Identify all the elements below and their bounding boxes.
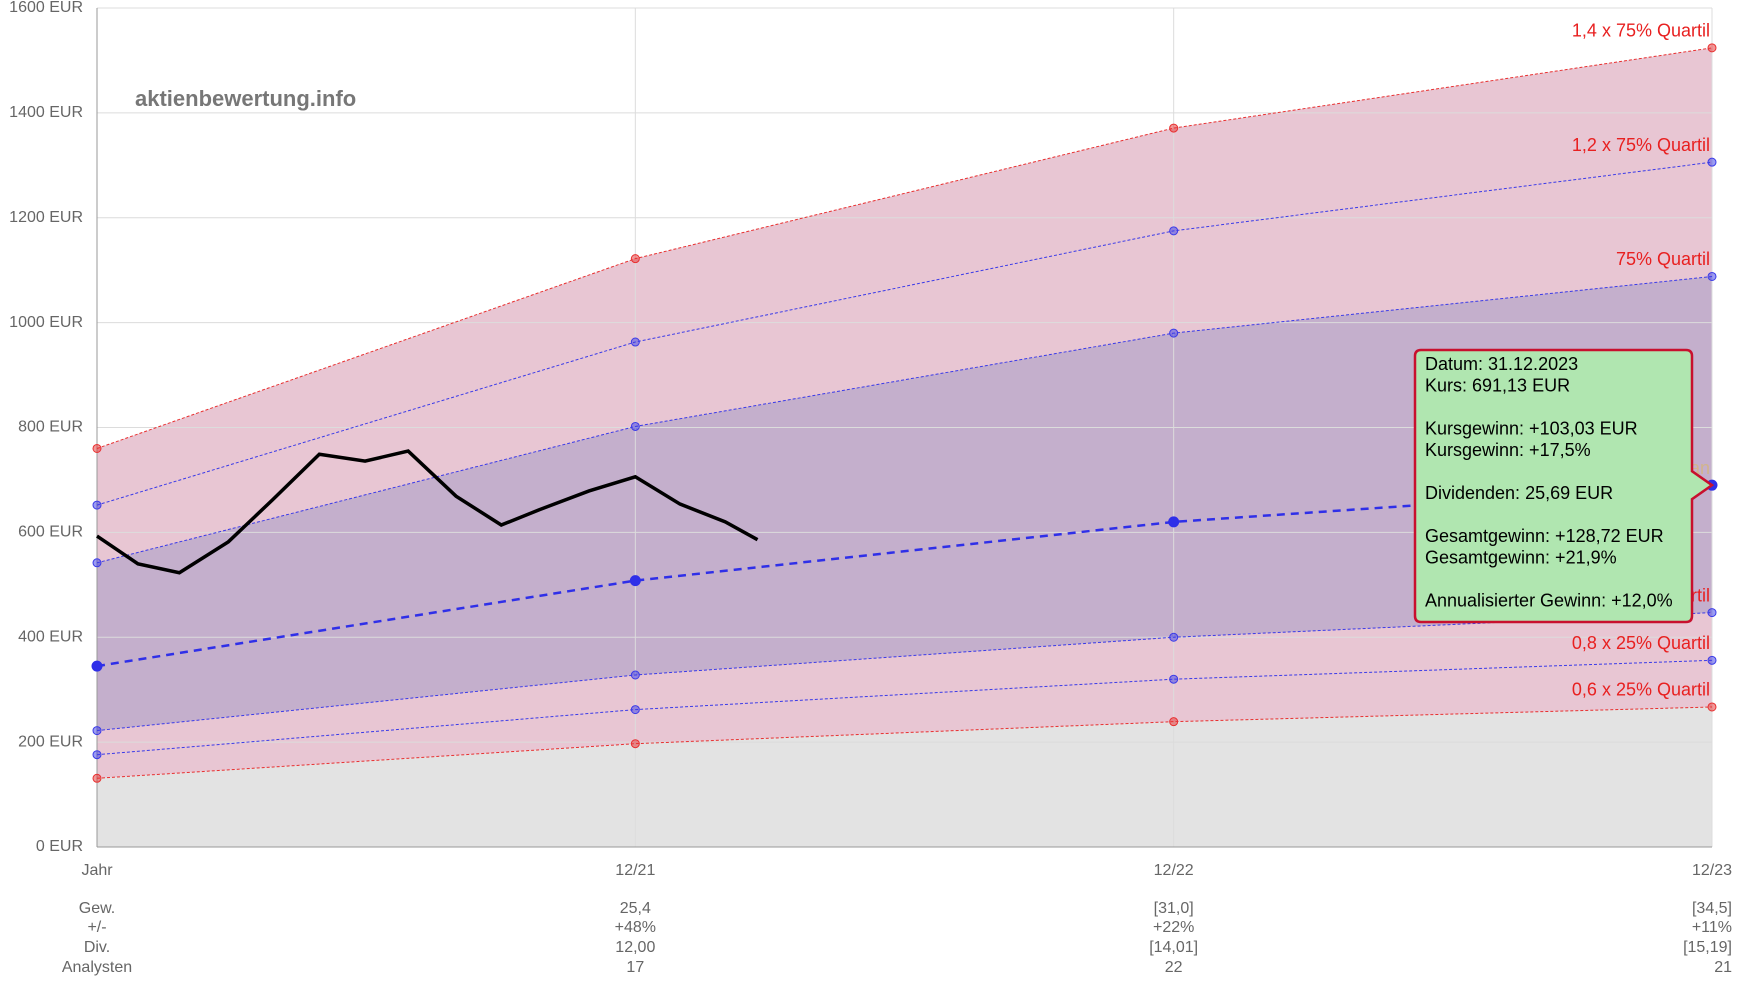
table-cell: [34,5] <box>1692 900 1732 917</box>
series-point <box>92 558 102 568</box>
series-label: 0,6 x 25% Quartil <box>1572 680 1710 700</box>
y-tick-label: 1000 EUR <box>9 314 83 331</box>
series-point <box>92 750 102 760</box>
y-tick-label: 0 EUR <box>36 838 83 855</box>
series-point <box>630 337 640 347</box>
series-point <box>630 739 640 749</box>
tooltip-line: Datum: 31.12.2023 <box>1425 354 1578 374</box>
table-cell: 21 <box>1714 959 1732 976</box>
tooltip-line: Kurs: 691,13 EUR <box>1425 375 1570 395</box>
series-point <box>92 773 102 783</box>
y-tick-label: 600 EUR <box>18 524 83 541</box>
tooltip-line: Dividenden: 25,69 EUR <box>1425 483 1613 503</box>
series-label: 0,8 x 25% Quartil <box>1572 633 1710 653</box>
series-point <box>1169 328 1179 338</box>
watermark: aktienbewertung.info <box>135 86 356 111</box>
band-inner <box>97 276 1712 731</box>
series-line <box>96 659 1713 756</box>
series-line <box>96 275 1713 564</box>
price-line <box>96 449 759 575</box>
table-cell: 22 <box>1165 959 1183 976</box>
table-cell: [15,19] <box>1683 939 1732 956</box>
y-tick-label: 400 EUR <box>18 628 83 645</box>
series-line <box>96 47 1713 449</box>
series-label: 75% Quartil <box>1616 249 1710 269</box>
x-tick-label: 12/22 <box>1154 862 1194 879</box>
series-label: 1,4 x 75% Quartil <box>1572 21 1710 41</box>
series-point <box>630 670 640 680</box>
series-point <box>1707 43 1717 53</box>
series-point <box>92 726 102 736</box>
table-cell: [31,0] <box>1154 900 1194 917</box>
series-point <box>91 660 103 672</box>
row-label: Gew. <box>79 900 115 917</box>
series-label: 1,2 x 75% Quartil <box>1572 135 1710 155</box>
tooltip-line: Kursgewinn: +17,5% <box>1425 440 1591 460</box>
grid: 0 EUR 200 EUR 400 EUR 600 EUR 800 EUR 1000 EU… <box>9 0 1732 976</box>
y-tick-label: 1200 EUR <box>9 209 83 226</box>
row-label: +/- <box>87 919 106 936</box>
table-cell: [14,01] <box>1149 939 1198 956</box>
series-point <box>1169 674 1179 684</box>
series-point <box>1707 608 1717 618</box>
tooltip-line: Kursgewinn: +103,03 EUR <box>1425 418 1638 438</box>
y-tick-label: 1400 EUR <box>9 104 83 121</box>
series-point <box>1169 717 1179 727</box>
tooltip-line: Annualisierter Gewinn: +12,0% <box>1425 590 1673 610</box>
tooltip-line: Gesamtgewinn: +21,9% <box>1425 547 1617 567</box>
table-cell: 17 <box>626 959 644 976</box>
series-point <box>1169 632 1179 642</box>
series-point <box>92 443 102 453</box>
x-tick-label: 12/21 <box>615 862 655 879</box>
series-line <box>96 483 1713 668</box>
tooltip-box <box>1413 348 1715 624</box>
x-tick-label: 12/23 <box>1692 862 1732 879</box>
series-point <box>1707 271 1717 281</box>
series-point <box>1168 516 1180 528</box>
table-cell: 12,00 <box>615 939 655 956</box>
series-point <box>1169 123 1179 133</box>
y-tick-label: 1600 EUR <box>9 0 83 16</box>
series-point <box>92 500 102 510</box>
row-label: Analysten <box>62 959 132 976</box>
series-point <box>630 254 640 264</box>
series-point <box>630 421 640 431</box>
table-cell: 25,4 <box>620 900 651 917</box>
series-point <box>1707 655 1717 665</box>
tooltip-line: Gesamtgewinn: +128,72 EUR <box>1425 526 1664 546</box>
row-label: Div. <box>84 939 110 956</box>
x-tick-label: Jahr <box>81 862 113 879</box>
table-cell: +48% <box>615 919 656 936</box>
series-point <box>629 575 641 587</box>
series-point <box>1169 226 1179 236</box>
series-point <box>1707 702 1717 712</box>
table-cell: +11% <box>1692 919 1732 936</box>
series-line <box>96 161 1713 506</box>
table-cell: +22% <box>1153 919 1194 936</box>
y-tick-label: 800 EUR <box>18 419 83 436</box>
series-line <box>96 706 1713 779</box>
series-point <box>1707 157 1717 167</box>
series-point <box>630 705 640 715</box>
series-line <box>96 612 1713 732</box>
y-tick-label: 200 EUR <box>18 733 83 750</box>
